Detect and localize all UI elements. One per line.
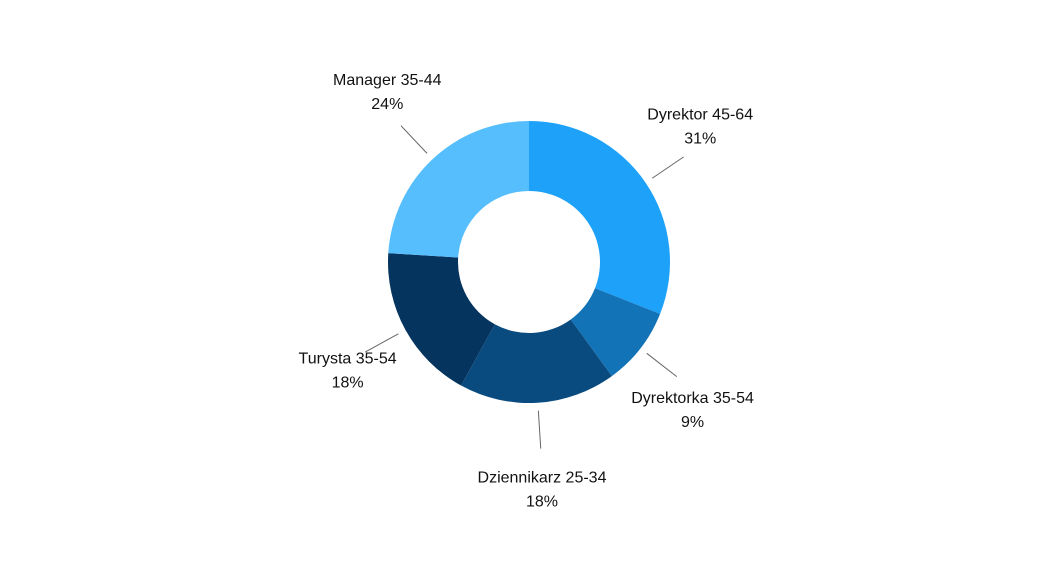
slice-dziennikarz-25-34 [461,319,612,403]
slice-label-turysta-35-54: Turysta 35-54 [299,351,397,368]
leader-line-dyrektorka-35-54 [646,352,678,378]
donut-slices [387,121,670,403]
leader-line-manager-35-44 [400,125,428,154]
slice-manager-35-44 [388,121,529,258]
slice-labels: Dyrektor 45-64 31% Dyrektorka 35-54 9% Dzien… [299,72,754,510]
slice-dyrektorka-35-54 [570,288,661,377]
slice-label-dyrektor-45-64: Dyrektor 45-64 [647,107,753,124]
slice-percent-dyrektor-45-64: 31% [684,131,716,148]
leader-line-dziennikarz-25-34 [537,410,542,449]
leader-line-turysta-35-54 [364,333,399,353]
leader-line-dyrektor-45-64 [651,156,684,179]
slice-label-manager-35-44: Manager 35-44 [333,72,442,89]
slice-percent-dyrektorka-35-54: 9% [681,414,704,431]
slice-label-dyrektorka-35-54: Dyrektorka 35-54 [631,390,754,407]
leader-lines [364,125,684,449]
slice-label-dziennikarz-25-34: Dziennikarz 25-34 [478,470,607,487]
slice-percent-turysta-35-54: 18% [332,375,364,392]
slice-percent-manager-35-44: 24% [371,96,403,113]
slice-percent-dziennikarz-25-34: 18% [526,494,558,511]
slice-dyrektor-45-64 [529,121,670,314]
slice-turysta-35-54 [387,253,495,386]
